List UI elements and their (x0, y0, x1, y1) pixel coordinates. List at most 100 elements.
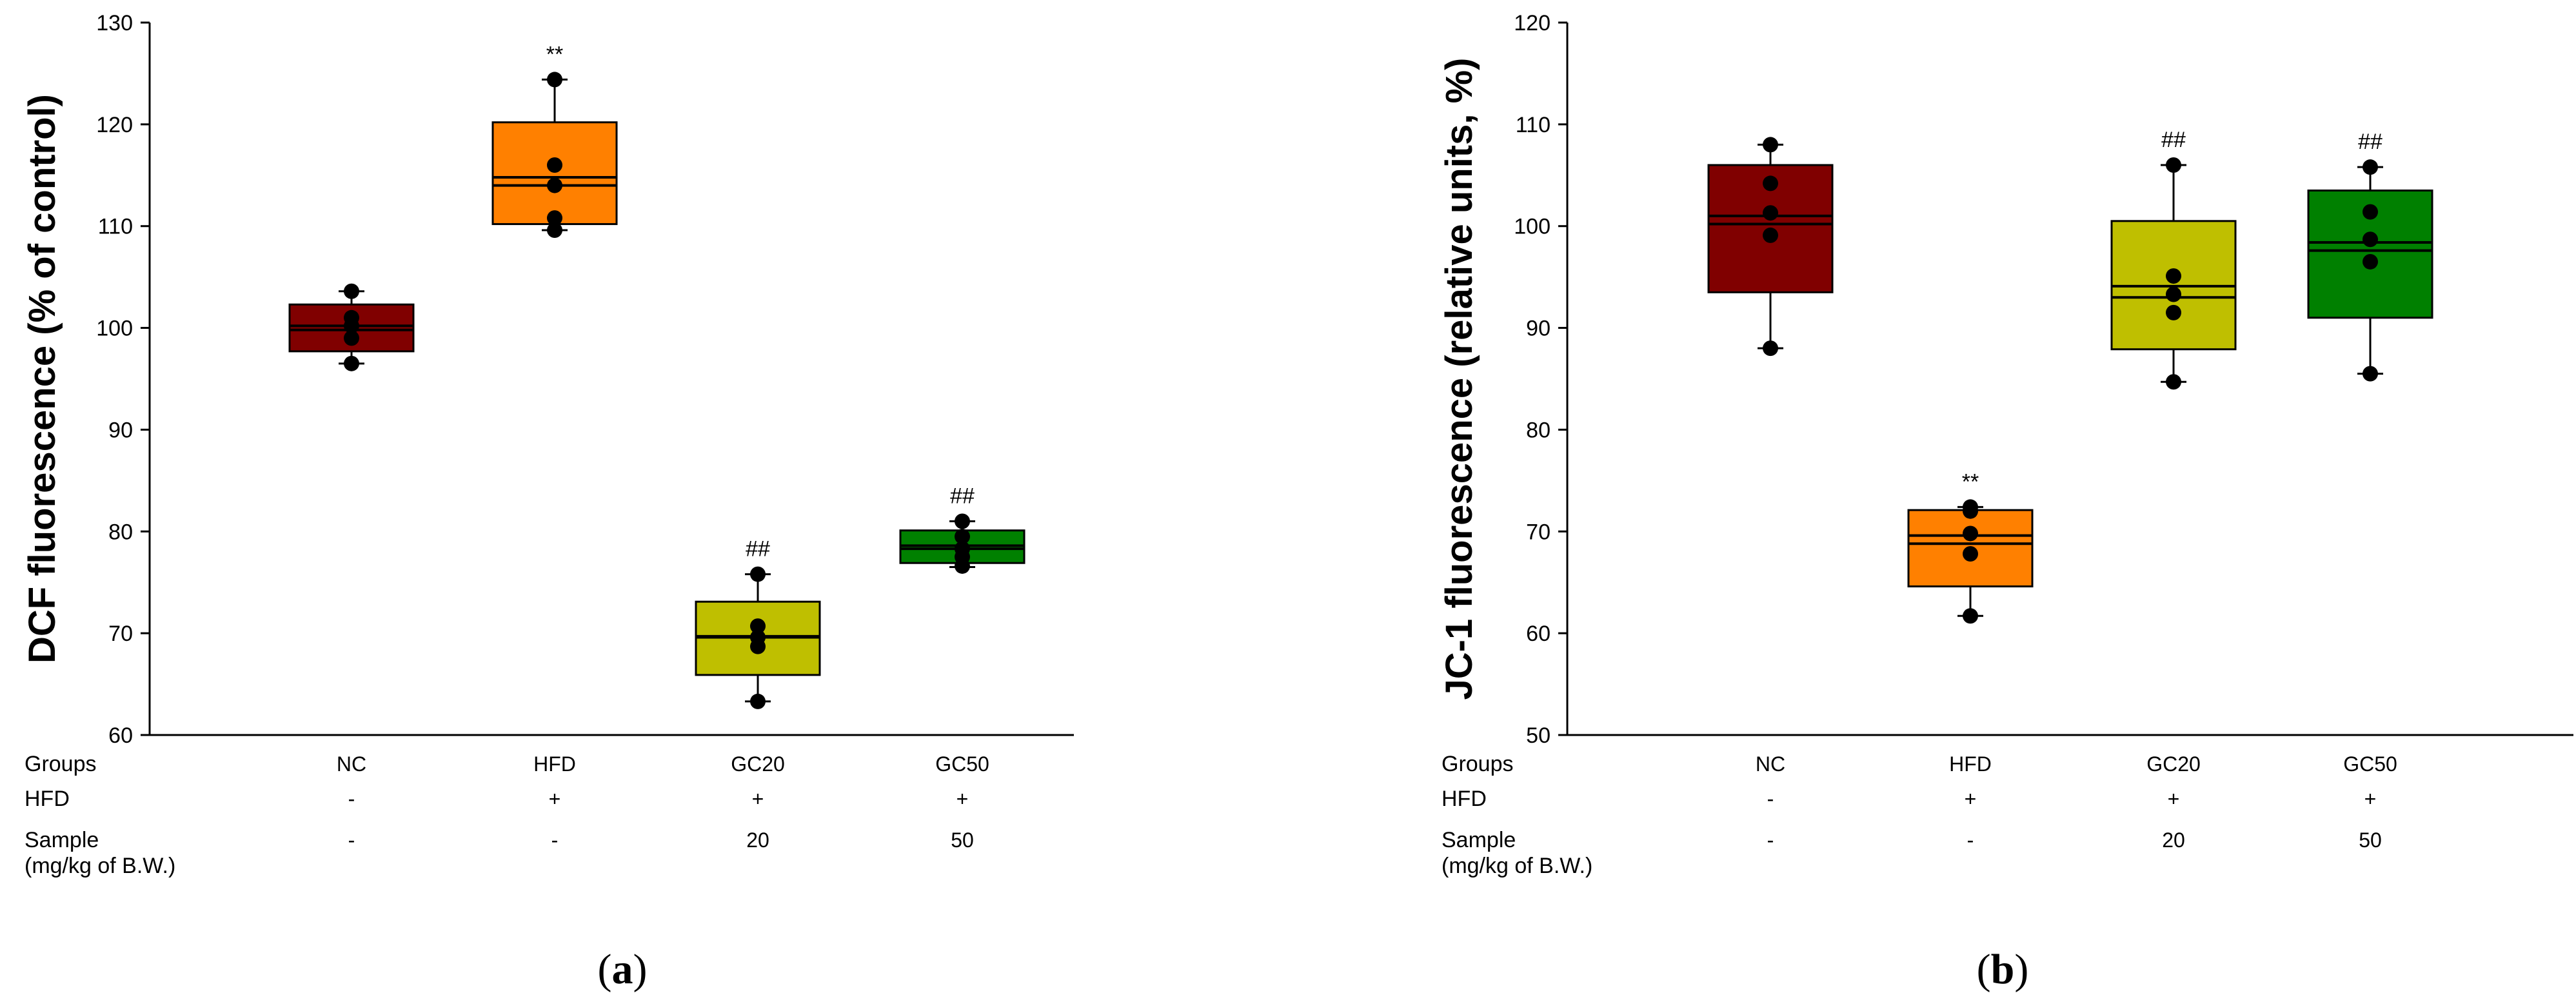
panel-label: (b) (1977, 946, 2029, 993)
data-point (2166, 157, 2181, 173)
table-cell: - (1967, 828, 1974, 852)
y-tick-label: 90 (108, 418, 133, 442)
panel-a-chart: 60 70 80 90 100 110 120 130 DCF fluorescence (% … (21, 11, 1074, 993)
table-row-label: Sample (1442, 828, 1516, 852)
panel-label-part: ( (598, 946, 612, 993)
data-point (2166, 268, 2181, 284)
data-point (547, 157, 562, 173)
table-cell: - (348, 828, 355, 852)
table-cell: + (2168, 787, 2180, 810)
data-point (1763, 340, 1778, 357)
table-cell: - (348, 787, 355, 810)
panel-label-part: a (612, 946, 633, 993)
significance-marker: ## (2161, 128, 2186, 152)
data-point (2363, 159, 2378, 175)
table-cell: + (549, 787, 561, 810)
y-tick-label: 60 (108, 723, 133, 748)
table-cell: GC50 (935, 752, 989, 776)
y-tick-label: 110 (98, 215, 133, 239)
data-point (1763, 175, 1778, 191)
y-axis-title: DCF fluorescence (% of control) (21, 94, 63, 663)
box-gc50: ## (2307, 130, 2433, 382)
data-point (955, 541, 970, 557)
data-point (547, 210, 562, 226)
box-gc50: ## (899, 484, 1025, 574)
table-cell: 50 (2359, 828, 2382, 852)
y-tick-label: 120 (96, 113, 133, 137)
table-cell: 20 (2162, 828, 2185, 852)
table-row-label: Groups (1442, 752, 1514, 776)
data-point (2363, 231, 2378, 248)
table-cell: + (1965, 787, 1977, 810)
significance-marker: ** (1962, 469, 1979, 494)
y-tick-label: 70 (1526, 520, 1551, 544)
data-point (750, 618, 766, 634)
table-cell: - (551, 828, 559, 852)
data-point (1763, 227, 1778, 243)
table-row-label: (mg/kg of B.W.) (1442, 854, 1592, 878)
box-gc20: ## (2110, 128, 2237, 390)
data-point (344, 355, 359, 371)
table-cell: - (1767, 787, 1774, 810)
table-row-label: HFD (25, 787, 70, 811)
table-cell: 20 (746, 828, 769, 852)
y-tick-label: 100 (1514, 215, 1551, 239)
significance-marker: ## (950, 484, 975, 509)
data-point (2166, 304, 2181, 320)
box-hfd: ** (491, 42, 618, 239)
y-tick-label: 80 (108, 520, 133, 544)
y-tick-label: 70 (108, 622, 133, 646)
table-cell: GC20 (2146, 752, 2201, 776)
table-cell: + (956, 787, 969, 810)
box-nc (288, 283, 415, 371)
data-point (2363, 204, 2378, 220)
data-point (344, 309, 359, 326)
data-point (547, 177, 562, 193)
table-cell: GC50 (2343, 752, 2397, 776)
panel-label-part: b (1991, 946, 2015, 993)
table-row-label: (mg/kg of B.W.) (25, 854, 175, 878)
significance-marker: ## (746, 537, 770, 562)
data-point (344, 283, 359, 299)
table-row-label: Groups (25, 752, 97, 776)
box-gc20: ## (695, 537, 821, 709)
significance-marker: ** (546, 42, 563, 66)
data-point (1963, 546, 1978, 562)
panel-label-part: ( (1977, 946, 1991, 993)
table-cell: HFD (1949, 752, 1992, 776)
table-row-label: HFD (1442, 787, 1487, 811)
table-row-label: Sample (25, 828, 99, 852)
data-point (547, 72, 562, 88)
panel-label-part: ) (633, 946, 648, 993)
data-point (547, 222, 562, 239)
significance-marker: ## (2358, 130, 2383, 154)
data-point (750, 566, 766, 582)
table-cell: 50 (951, 828, 974, 852)
data-point (1963, 608, 1978, 624)
data-point (2166, 286, 2181, 302)
data-point (2363, 366, 2378, 382)
table-cell: HFD (533, 752, 576, 776)
table-cell: + (2364, 787, 2377, 810)
y-tick-label: 60 (1526, 622, 1551, 646)
table-cell: GC20 (731, 752, 785, 776)
data-point (2166, 374, 2181, 390)
y-tick-label: 120 (1514, 11, 1551, 35)
y-axis-title: JC-1 fluorescence (relative units, %) (1438, 58, 1480, 700)
table-cell: - (1767, 828, 1774, 852)
data-point (750, 629, 766, 645)
y-tick-label: 80 (1526, 418, 1551, 442)
y-tick-label: 110 (1516, 113, 1551, 137)
y-tick-label: 90 (1526, 317, 1551, 341)
data-point (2363, 253, 2378, 270)
box-hfd: ** (1907, 469, 2034, 624)
box-iqr (491, 121, 618, 226)
panel-b-chart: 50 60 70 80 90 100 110 120 JC-1 fluorescence (re… (1438, 11, 2573, 993)
table-cell: NC (337, 752, 366, 776)
data-point (1763, 205, 1778, 221)
data-point (1763, 137, 1778, 153)
data-point (750, 693, 766, 709)
table-cell: + (752, 787, 764, 810)
